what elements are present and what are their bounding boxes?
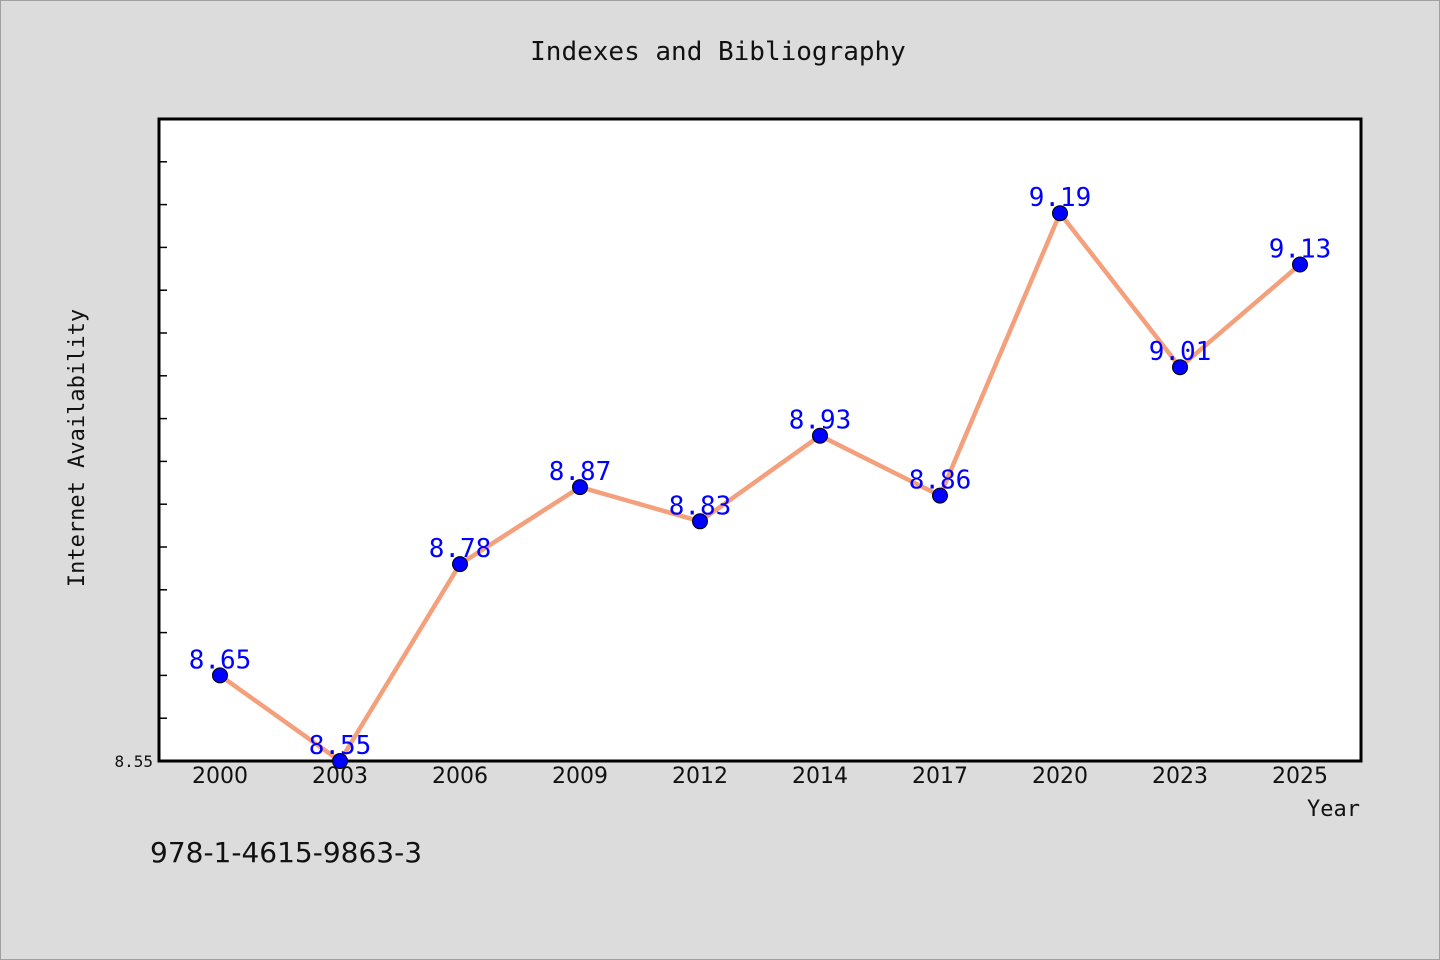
data-label: 9.19 bbox=[1029, 183, 1092, 213]
data-label: 8.93 bbox=[789, 406, 852, 436]
y-axis-label: Internet Availability bbox=[65, 309, 90, 587]
data-point bbox=[212, 667, 228, 684]
x-tick-label: 2009 bbox=[552, 764, 608, 789]
data-point bbox=[932, 487, 948, 504]
x-tick-label: 2006 bbox=[432, 764, 488, 789]
x-tick-label: 2020 bbox=[1032, 764, 1088, 789]
data-point bbox=[812, 427, 828, 444]
chart-title: Indexes and Bibliography bbox=[530, 37, 906, 67]
x-tick-label: 2023 bbox=[1152, 764, 1208, 789]
data-point bbox=[1292, 256, 1308, 273]
data-label: 8.65 bbox=[189, 645, 252, 675]
x-tick-label: 2025 bbox=[1272, 764, 1328, 789]
data-label: 8.83 bbox=[669, 491, 732, 521]
x-tick-label: 2000 bbox=[192, 764, 248, 789]
y-tick-label: 8.55 bbox=[114, 752, 153, 771]
plot-area bbox=[157, 117, 1363, 763]
data-point bbox=[692, 513, 708, 530]
data-point bbox=[332, 753, 348, 769]
series-layer: 8.65 8.55 8.78 8.87 8.83 8.93 8.86 9.19 9.01 9.13 bbox=[189, 183, 1332, 769]
x-axis-tick-labels: 2000 2003 2006 2009 2012 2014 2017 2020 2023 2025 bbox=[192, 764, 1328, 789]
y-axis-ticks bbox=[159, 161, 167, 762]
x-tick-label: 2012 bbox=[672, 764, 728, 789]
series-line bbox=[218, 210, 1302, 764]
data-label: 8.55 bbox=[309, 731, 372, 761]
data-label: 9.13 bbox=[1269, 235, 1332, 265]
x-tick-label: 2014 bbox=[792, 764, 848, 789]
data-label: 8.86 bbox=[909, 466, 972, 496]
x-axis-label: Year bbox=[1307, 797, 1360, 822]
x-tick-label: 2017 bbox=[912, 764, 968, 789]
data-point bbox=[1172, 359, 1188, 376]
data-point bbox=[1052, 205, 1068, 222]
data-point bbox=[572, 479, 588, 496]
data-point bbox=[452, 556, 468, 573]
data-label: 8.78 bbox=[429, 534, 492, 564]
isbn-text: 978-1-4615-9863-3 bbox=[150, 836, 422, 869]
data-label: 8.87 bbox=[549, 457, 612, 487]
data-label: 9.01 bbox=[1149, 337, 1212, 367]
